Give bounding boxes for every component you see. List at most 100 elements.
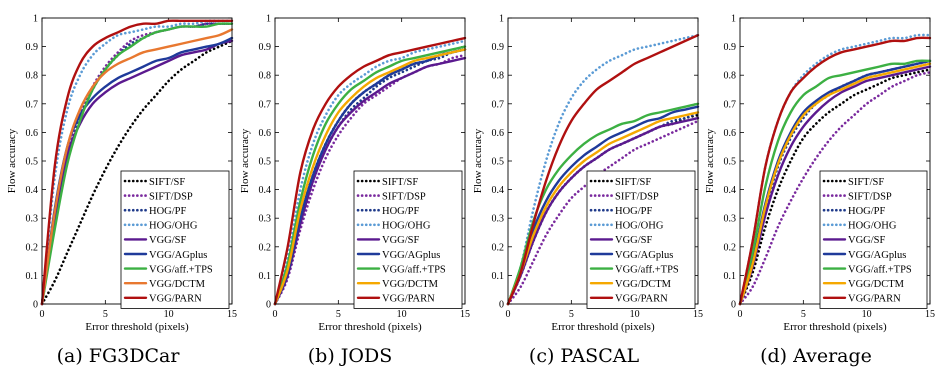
legend-label: HOG/PF	[382, 206, 420, 217]
series-line-vgg-aff-tps	[40, 22, 234, 306]
y-tick-label: 0.1	[492, 271, 505, 282]
series-line-hog-ohg	[506, 33, 700, 306]
y-tick-label: 0.1	[724, 271, 737, 282]
legend-label: SIFT/SF	[149, 177, 185, 188]
y-tick-label: 0.8	[492, 71, 505, 82]
x-axis-label: Error threshold (pixels)	[551, 321, 655, 333]
y-tick-label: 0.5	[492, 157, 505, 168]
panel-jods: 00.10.20.30.40.50.60.70.80.910 5 10 15Error…	[239, 14, 470, 334]
legend-label: VGG/PARN	[149, 294, 202, 305]
y-tick-label: 0.7	[724, 99, 737, 110]
legend-label: SIFT/SF	[848, 177, 884, 188]
x-axis-label: Error threshold (pixels)	[783, 321, 887, 333]
y-tick-label: 0.6	[259, 128, 272, 139]
y-tick-label: 1	[731, 14, 736, 25]
x-tick-label: 15	[227, 309, 237, 320]
series-line-vgg-sf	[738, 65, 932, 306]
x-tick-label: 15	[460, 309, 470, 320]
series-line-sift-dsp	[506, 119, 700, 306]
legend-label: HOG/PF	[848, 206, 886, 217]
y-tick-label: 0.1	[26, 271, 39, 282]
series-line-sift-sf	[40, 39, 234, 306]
y-tick-label: 0.3	[26, 214, 39, 225]
y-tick-label: 0.5	[259, 157, 272, 168]
legend-label: VGG/SF	[382, 235, 420, 246]
y-tick-label: 0.8	[259, 71, 272, 82]
x-tick-label: 0	[738, 309, 743, 320]
y-tick-label: 0.4	[26, 185, 39, 196]
y-tick-label: 1	[499, 14, 504, 25]
y-tick-label: 0.8	[724, 71, 737, 82]
y-tick-label: 0	[33, 300, 38, 311]
y-tick-label: 0.3	[724, 214, 737, 225]
legend-label: VGG/DCTM	[382, 279, 439, 290]
legend-label: VGG/PARN	[382, 294, 435, 305]
y-tick-label: 0.7	[26, 99, 39, 110]
y-tick-label: 0.2	[259, 242, 272, 253]
legend-label: VGG/aff.+TPS	[382, 264, 446, 275]
x-tick-label: 0	[273, 309, 278, 320]
caption-average: (d) Average	[760, 345, 872, 367]
series-line-vgg-aff-tps	[738, 59, 932, 306]
x-tick-label: 5	[103, 309, 108, 320]
series-line-hog-ohg	[273, 39, 467, 306]
y-tick-label: 0	[499, 300, 504, 311]
series-line-vgg-sf	[273, 56, 467, 306]
y-axis-label: Flow accuracy	[472, 128, 484, 193]
y-tick-label: 0.5	[724, 157, 737, 168]
y-tick-label: 0.3	[492, 214, 505, 225]
y-tick-label: 0.6	[724, 128, 737, 139]
legend-label: VGG/SF	[848, 235, 886, 246]
panel-average: 00.10.20.30.40.50.60.70.80.910 5 10 15Error…	[704, 14, 935, 334]
x-axis-label: Error threshold (pixels)	[318, 321, 422, 333]
legend-label: VGG/AGplus	[848, 250, 906, 261]
caption-pascal: (c) PASCAL	[529, 345, 640, 367]
legend-label: SIFT/SF	[382, 177, 418, 188]
x-tick-label: 10	[862, 309, 872, 320]
y-tick-label: 0.6	[492, 128, 505, 139]
series-line-vgg-parn	[506, 33, 700, 306]
legend-label: VGG/aff.+TPS	[149, 264, 213, 275]
legend-label: HOG/PF	[149, 206, 187, 217]
y-tick-label: 0.7	[492, 99, 505, 110]
y-tick-label: 0.2	[492, 242, 505, 253]
series-line-vgg-parn	[40, 19, 234, 306]
y-tick-label: 0.2	[724, 242, 737, 253]
legend-label: VGG/SF	[149, 235, 187, 246]
y-tick-label: 0.9	[26, 42, 39, 53]
legend-label: SIFT/DSP	[149, 191, 193, 202]
legend-label: VGG/SF	[615, 235, 653, 246]
caption-fg3dcar: (a) FG3DCar	[57, 345, 181, 367]
x-tick-label: 0	[40, 309, 45, 320]
y-tick-label: 0	[266, 300, 271, 311]
x-tick-label: 10	[164, 309, 174, 320]
y-tick-label: 0.2	[26, 242, 39, 253]
series-line-vgg-dctm	[273, 48, 467, 306]
legend-label: SIFT/DSP	[382, 191, 426, 202]
y-tick-label: 0.8	[26, 71, 39, 82]
legend-label: HOG/OHG	[149, 221, 198, 232]
legend-label: VGG/AGplus	[149, 250, 207, 261]
legend-label: VGG/PARN	[615, 294, 668, 305]
x-tick-label: 5	[569, 309, 574, 320]
y-tick-label: 0.1	[259, 271, 272, 282]
legend-label: SIFT/SF	[615, 177, 651, 188]
legend-label: SIFT/DSP	[848, 191, 892, 202]
x-axis-label: Error threshold (pixels)	[85, 321, 189, 333]
y-tick-label: 0.6	[26, 128, 39, 139]
legend-label: VGG/aff.+TPS	[615, 264, 679, 275]
series-line-sift-sf	[738, 68, 932, 306]
y-tick-label: 1	[266, 14, 271, 25]
legend-label: VGG/aff.+TPS	[848, 264, 912, 275]
series-line-vgg-agplus	[273, 48, 467, 306]
y-tick-label: 1	[33, 14, 38, 25]
y-tick-label: 0	[731, 300, 736, 311]
legend-label: SIFT/DSP	[615, 191, 659, 202]
x-tick-label: 15	[693, 309, 703, 320]
series-line-vgg-parn	[738, 36, 932, 306]
legend-label: VGG/DCTM	[615, 279, 672, 290]
caption-jods: (b) JODS	[308, 345, 392, 367]
y-tick-label: 0.3	[259, 214, 272, 225]
